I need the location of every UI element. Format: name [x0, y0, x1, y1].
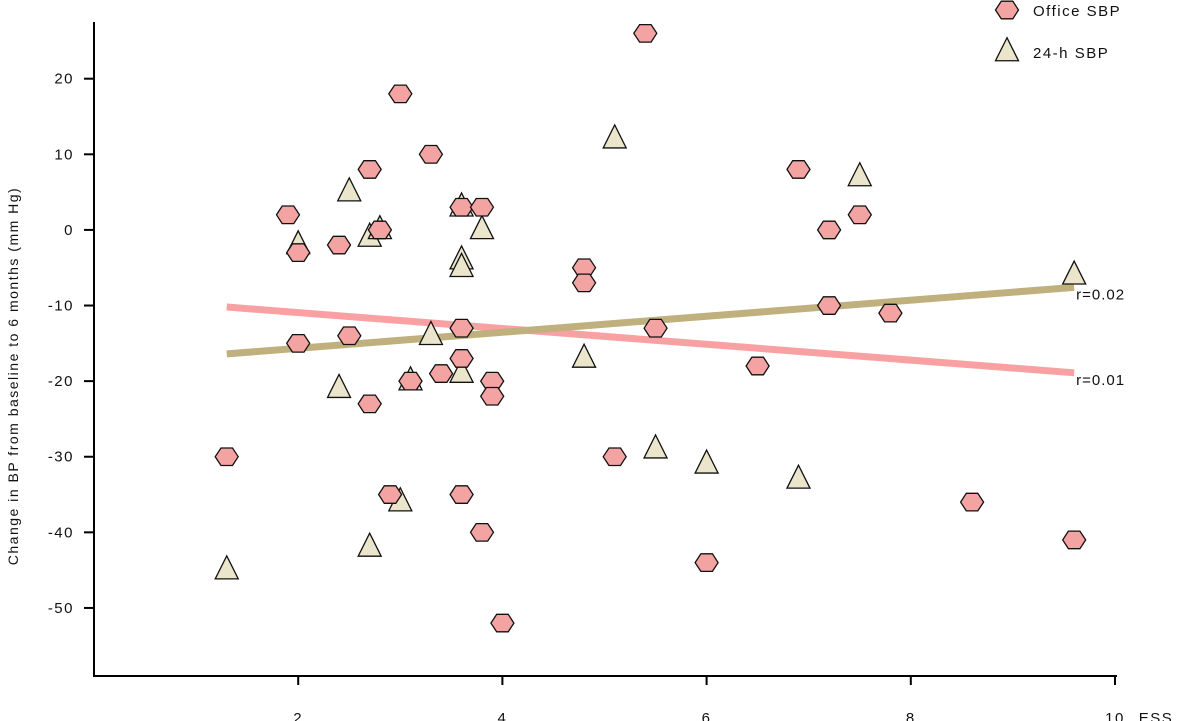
office-sbp-point [745, 356, 770, 376]
24h-sbp-point [694, 448, 720, 474]
office-sbp-point [602, 447, 627, 467]
y-tick-label: -20 [48, 373, 74, 390]
office-sbp-point [377, 485, 403, 504]
trend-line-1 [226, 303, 1075, 377]
y-tick-label: 20 [54, 71, 74, 88]
office-sbp-point [847, 205, 873, 225]
legend: Office SBP 24-h SBP [994, 0, 1121, 62]
legend-label-2: 24-h SBP [1033, 45, 1109, 62]
data-points [214, 23, 1087, 633]
office-sbp-point [428, 364, 454, 383]
x-axis-label: ESS [1139, 710, 1174, 721]
y-tick-label: -50 [48, 600, 74, 617]
24h-sbp-point [214, 554, 240, 580]
x-tick-label: 6 [702, 710, 712, 721]
office-sbp-point [816, 296, 842, 315]
office-sbp-point [388, 84, 413, 104]
x-tick-label: 4 [497, 710, 507, 721]
x-tick-label: 2 [293, 710, 303, 721]
24h-sbp-point [449, 252, 475, 278]
office-sbp-point [337, 326, 362, 346]
y-axis-label: Change in BP from baseline to 6 months (… [5, 187, 21, 565]
office-sbp-point [571, 273, 597, 293]
y-tick-label: -30 [48, 449, 74, 466]
24h-sbp-point [469, 214, 495, 240]
x-ticks: 2 4 6 8 10 [293, 676, 1125, 721]
trend-label-2: r=0.02 [1076, 286, 1125, 303]
24h-sbp-point [1061, 259, 1087, 285]
office-sbp-point [469, 197, 495, 217]
office-sbp-point [490, 613, 515, 633]
office-sbp-point [1061, 530, 1087, 550]
y-tick-label: -40 [48, 524, 74, 541]
office-sbp-point [786, 160, 811, 179]
office-sbp-point [449, 197, 474, 217]
24h-sbp-point [847, 161, 873, 187]
24h-sbp-point [449, 357, 475, 383]
office-sbp-point [479, 386, 505, 406]
x-tick-label: 8 [906, 710, 916, 721]
office-sbp-point [357, 160, 382, 179]
office-sbp-point [643, 318, 668, 338]
legend-label-1: Office SBP [1033, 3, 1121, 20]
legend-marker-2 [994, 36, 1020, 62]
office-sbp-point [285, 333, 311, 353]
24h-sbp-point [642, 433, 669, 459]
trend-label-1: r=0.01 [1076, 372, 1125, 389]
office-sbp-point [285, 243, 311, 263]
24h-sbp-point [418, 320, 444, 346]
office-sbp-point [275, 205, 301, 225]
y-ticks: 20 10 0 -10 -20 -30 -40 -50 [48, 71, 94, 617]
office-sbp-point [816, 220, 842, 240]
24h-sbp-point [571, 342, 597, 368]
office-sbp-point [367, 220, 393, 240]
office-sbp-point [449, 349, 474, 368]
office-sbp-point [214, 447, 239, 467]
office-sbp-point [878, 303, 903, 323]
x-tick-label: 10 [1105, 710, 1125, 721]
24h-sbp-point [336, 176, 362, 202]
office-sbp-point [449, 485, 474, 504]
trend-lines: r=0.01 r=0.02 [226, 283, 1125, 389]
office-sbp-point [398, 371, 423, 391]
office-sbp-point [357, 394, 382, 414]
y-tick-label: 10 [54, 146, 74, 163]
24h-sbp-point [602, 123, 628, 149]
office-sbp-point [326, 235, 352, 255]
24h-sbp-point [357, 531, 383, 557]
office-sbp-point [959, 492, 985, 512]
y-tick-label: -10 [48, 298, 74, 315]
office-sbp-point [469, 522, 495, 542]
axes: 2 4 6 8 10 20 10 0 -10 -20 -30 -40 -50 ESS Change i… [5, 22, 1174, 721]
legend-marker-1 [994, 0, 1020, 20]
office-sbp-point [694, 553, 719, 573]
office-sbp-point [449, 318, 474, 338]
office-sbp-point [418, 144, 444, 164]
24h-sbp-point [785, 463, 812, 489]
y-tick-label: 0 [64, 222, 74, 239]
24h-sbp-point [326, 372, 352, 399]
office-sbp-point [633, 23, 658, 43]
